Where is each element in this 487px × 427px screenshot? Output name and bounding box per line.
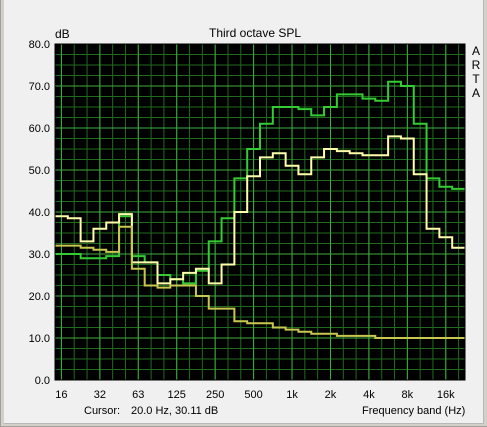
- x-tick-label: 8k: [402, 389, 414, 401]
- series-group: [55, 80, 465, 339]
- chart-title: Third octave SPL: [209, 26, 302, 40]
- x-tick-label: 125: [168, 389, 186, 401]
- x-tick-label: 32: [94, 389, 106, 401]
- x-tick-label: 4k: [363, 389, 375, 401]
- y-tick-label: 10.0: [29, 333, 50, 345]
- cursor-label: Cursor:: [84, 405, 121, 417]
- x-tick-label: 500: [244, 389, 262, 401]
- x-tick-label: 16k: [437, 389, 455, 401]
- series-line-3: [55, 225, 465, 339]
- x-tick-labels: 16 32 63 125 250 500 1k 2k 4k 8k 16k: [55, 389, 455, 401]
- y-tick-label: 50.0: [29, 165, 50, 177]
- series-line-2: [55, 135, 465, 285]
- x-axis-label: Frequency band (Hz): [362, 405, 466, 417]
- arta-letter: A: [471, 86, 480, 100]
- plot-border: [54, 43, 466, 381]
- x-tick-label: 16: [55, 389, 67, 401]
- x-tick-label: 2k: [325, 389, 337, 401]
- grid: [55, 43, 465, 381]
- arta-letter: R: [471, 58, 481, 72]
- y-tick-label: 40.0: [29, 207, 50, 219]
- y-tick-label: 20.0: [29, 291, 50, 303]
- y-tick-label: 70.0: [29, 81, 50, 93]
- x-tick-label: 1k: [286, 389, 298, 401]
- arta-letter: T: [472, 72, 480, 86]
- arta-letter: A: [471, 44, 480, 58]
- y-tick-label: 60.0: [29, 123, 50, 135]
- y-tick-labels: 0.0 10.0 20.0 30.0 40.0 50.0 60.0 70.0 80.0: [29, 39, 50, 387]
- x-tick-label: 250: [206, 389, 224, 401]
- y-axis-label: dB: [55, 27, 70, 41]
- cursor-readout: 20.0 Hz, 30.11 dB: [131, 405, 219, 417]
- y-tick-label: 0.0: [35, 375, 50, 387]
- x-tick-label: 63: [132, 389, 144, 401]
- y-tick-label: 80.0: [29, 39, 50, 51]
- y-tick-label: 30.0: [29, 249, 50, 261]
